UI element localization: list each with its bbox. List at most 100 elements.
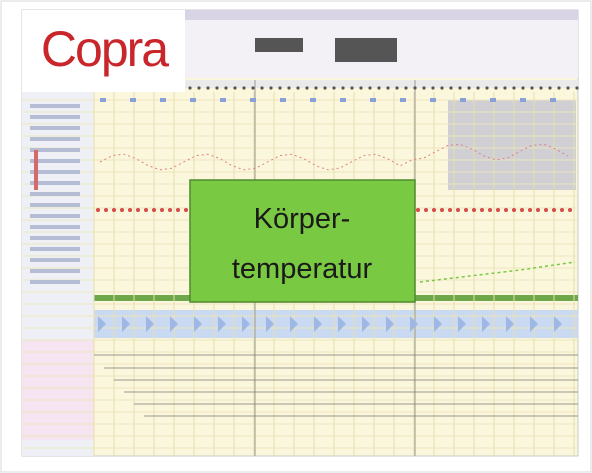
band-marker — [434, 316, 442, 332]
marker — [490, 98, 496, 102]
red-dot — [480, 208, 484, 212]
time-dot — [422, 86, 426, 90]
time-dot — [485, 86, 489, 90]
time-dot — [521, 86, 525, 90]
red-dot — [568, 208, 572, 212]
time-dot — [503, 86, 507, 90]
row-label — [30, 203, 80, 207]
marker — [100, 98, 106, 102]
time-dot — [197, 86, 201, 90]
band-marker — [458, 316, 466, 332]
time-dot — [530, 86, 534, 90]
band-marker — [242, 316, 250, 332]
trend — [419, 261, 576, 283]
band-marker — [290, 316, 298, 332]
red-dot — [560, 208, 564, 212]
red-dot — [416, 208, 420, 212]
row-label — [30, 148, 80, 152]
band-marker — [194, 316, 202, 332]
time-dot — [557, 86, 561, 90]
red-dot — [544, 208, 548, 212]
time-dot — [359, 86, 363, 90]
red-dot — [128, 208, 132, 212]
band-marker — [386, 316, 394, 332]
logo: Copra — [41, 21, 169, 77]
row-label — [30, 192, 80, 196]
time-dot — [278, 86, 282, 90]
row-label — [30, 181, 80, 185]
time-dot — [224, 86, 228, 90]
label-box — [189, 179, 416, 303]
blue-band — [94, 310, 578, 338]
row-label — [30, 258, 80, 262]
marker — [190, 98, 196, 102]
pink-labels — [22, 340, 94, 440]
red-dot — [184, 208, 188, 212]
row-label — [30, 269, 80, 273]
time-dot — [323, 86, 327, 90]
row-label — [30, 104, 80, 108]
time-dot — [449, 86, 453, 90]
scale-bar — [34, 150, 38, 190]
red-dot — [552, 208, 556, 212]
red-dot — [464, 208, 468, 212]
row-label — [30, 236, 80, 240]
time-dot — [215, 86, 219, 90]
red-dot — [496, 208, 500, 212]
time-dot — [467, 86, 471, 90]
marker — [160, 98, 166, 102]
red-dot — [456, 208, 460, 212]
row-label — [30, 137, 80, 141]
time-dot — [476, 86, 480, 90]
marker — [370, 98, 376, 102]
label-line: Körper- — [254, 203, 351, 235]
band-marker — [98, 316, 106, 332]
band-marker — [410, 316, 418, 332]
time-dot — [539, 86, 543, 90]
label-line: temperatur — [232, 253, 373, 285]
band-marker — [362, 316, 370, 332]
marker — [220, 98, 226, 102]
time-dot — [233, 86, 237, 90]
shaded-period — [448, 100, 576, 190]
marker — [460, 98, 466, 102]
band-marker — [554, 316, 562, 332]
time-dot — [305, 86, 309, 90]
time-dot — [206, 86, 210, 90]
row-label — [30, 280, 80, 284]
band-marker — [530, 316, 538, 332]
red-dot — [504, 208, 508, 212]
header-field — [335, 38, 397, 62]
time-dot — [260, 86, 264, 90]
row-label — [30, 159, 80, 163]
time-dot — [395, 86, 399, 90]
time-dot — [242, 86, 246, 90]
red-dot — [432, 208, 436, 212]
time-dot — [404, 86, 408, 90]
band-marker — [218, 316, 226, 332]
row-label — [30, 214, 80, 218]
red-dot — [136, 208, 140, 212]
time-dot — [386, 86, 390, 90]
logo-box — [22, 10, 185, 92]
marker — [280, 98, 286, 102]
band-marker — [482, 316, 490, 332]
marker — [310, 98, 316, 102]
red-dot — [176, 208, 180, 212]
time-dot — [458, 86, 462, 90]
band-marker — [170, 316, 178, 332]
time-dot — [269, 86, 273, 90]
marker — [250, 98, 256, 102]
band-marker — [338, 316, 346, 332]
toolbar — [185, 10, 578, 20]
red-dot — [528, 208, 532, 212]
marker — [430, 98, 436, 102]
time-dot — [368, 86, 372, 90]
band-marker — [314, 316, 322, 332]
time-dot — [287, 86, 291, 90]
time-dot — [314, 86, 318, 90]
band-marker — [122, 316, 130, 332]
time-dot — [296, 86, 300, 90]
marker — [130, 98, 136, 102]
